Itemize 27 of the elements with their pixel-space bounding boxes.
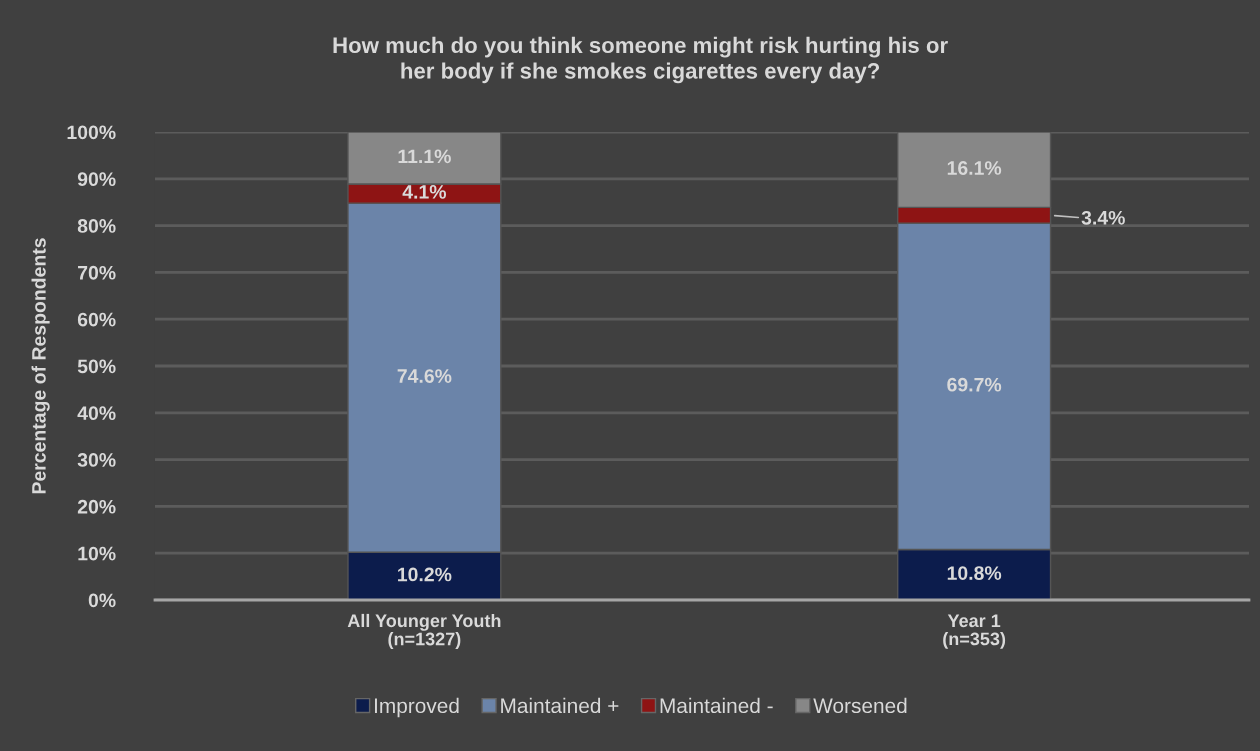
legend-label: Maintained + — [501, 697, 619, 714]
data-label: 10.8% — [947, 566, 1002, 580]
legend-label: Improved — [375, 697, 459, 718]
y-tick-label: 90% — [77, 172, 116, 187]
data-label: 10.2% — [398, 567, 452, 582]
data-label: 74.6% — [397, 369, 452, 383]
y-tick-label: 70% — [78, 265, 116, 280]
x-tick-label: All Younger Youth (n=1327) — [347, 613, 501, 649]
y-tick-label: 10% — [78, 546, 116, 561]
y-axis-title: Percentage of Respondents — [31, 238, 50, 494]
data-label: 3.4% — [1081, 210, 1125, 225]
y-tick-label: 30% — [77, 453, 116, 467]
y-tick-label: 40% — [77, 406, 116, 421]
y-tick-label: 50% — [77, 359, 116, 374]
data-label: 11.1% — [398, 149, 451, 164]
data-label: 16.1% — [947, 161, 1002, 175]
data-label: 69.7% — [947, 377, 1002, 392]
x-tick-label: Year 1 (n=353) — [943, 614, 1006, 649]
legend-label: Worsened — [813, 697, 907, 714]
legend-label: Maintained - — [660, 697, 773, 714]
chart-title: How much do you think someone might risk hurting his or her body if she smokes cigarettes every day? — [333, 36, 948, 84]
y-tick-label: 80% — [77, 219, 116, 233]
y-tick-label: 0% — [88, 593, 116, 608]
y-tick-label: 60% — [77, 312, 116, 327]
data-label: 4.1% — [402, 185, 447, 199]
y-tick-label: 100% — [67, 125, 116, 140]
y-tick-label: 20% — [77, 499, 116, 514]
